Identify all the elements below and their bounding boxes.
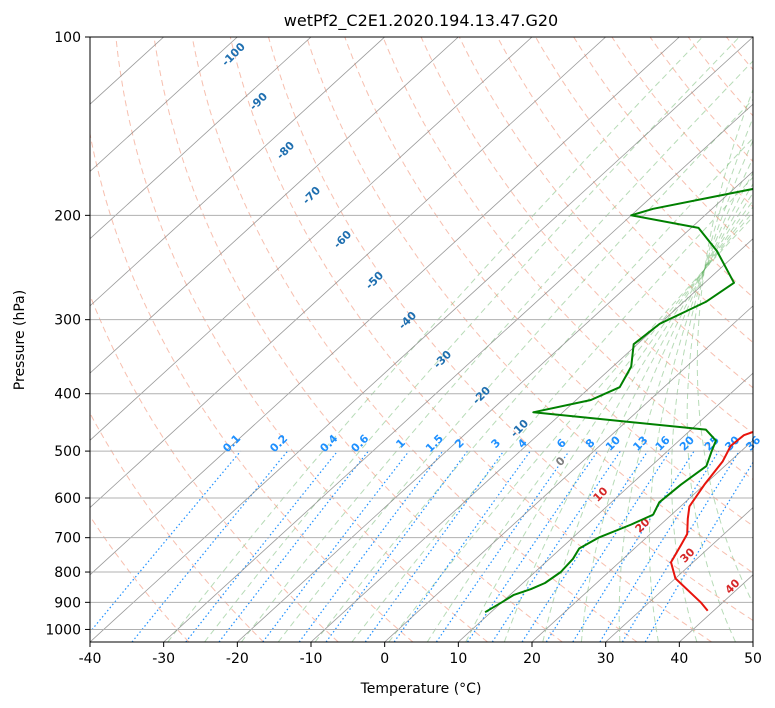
chart-title: wetPf2_C2E1.2020.194.13.47.G20 <box>284 11 558 31</box>
temperature-profile <box>670 430 753 612</box>
isotherm-line <box>90 37 680 576</box>
isotherm-line <box>384 305 753 642</box>
mixing-ratio-line <box>599 450 720 642</box>
mixing-ratio-line <box>393 450 531 642</box>
moist-adiabat <box>277 98 753 642</box>
dewpoint-profile <box>484 187 753 614</box>
x-tick-label: 30 <box>597 651 615 667</box>
isotherm-line <box>237 170 753 642</box>
y-tick-label: 800 <box>54 565 81 581</box>
isotherm-line <box>90 37 606 509</box>
mixing-ratio-lines <box>90 450 753 642</box>
moist-adiabat <box>465 206 753 642</box>
dry-adiabat <box>649 37 753 163</box>
mixing-ratio-line <box>364 450 505 642</box>
x-tick-label: -20 <box>226 651 249 667</box>
dry-adiabat <box>191 37 638 642</box>
isotherm-line <box>605 507 753 642</box>
mixing-ratio-line <box>131 450 289 642</box>
dry-adiabat <box>306 37 753 574</box>
x-tick-label: -30 <box>152 651 175 667</box>
mixing-ratio-line <box>572 450 695 642</box>
moist-adiabat <box>241 60 753 642</box>
mixing-ratio-line <box>262 450 410 642</box>
moist-adiabat <box>314 137 753 642</box>
dry-adiabat <box>90 293 339 642</box>
dry-adiabat <box>90 412 264 642</box>
mixing-ratio-line <box>644 461 753 642</box>
mixing-ratio-line <box>467 450 599 642</box>
y-tick-label: 900 <box>54 595 81 611</box>
mixing-ratio-line <box>545 450 671 642</box>
y-tick-label: 100 <box>54 30 81 46</box>
isotherm-line <box>90 37 753 642</box>
moist-adiabat <box>503 199 753 642</box>
y-tick-label: 300 <box>54 313 81 329</box>
y-tick-label: 400 <box>54 387 81 403</box>
mixing-ratio-line <box>621 450 740 642</box>
moist-adiabat <box>580 182 753 642</box>
isotherm-line <box>458 372 753 642</box>
isotherm-grid <box>90 37 753 642</box>
pressure-grid <box>90 37 753 630</box>
moist-adiabat <box>542 192 753 642</box>
dry-adiabat <box>458 37 753 389</box>
dry-adiabat <box>115 37 488 642</box>
moist-adiabat <box>696 88 753 605</box>
isotherm-line <box>531 439 753 642</box>
moist-adiabat <box>618 171 753 642</box>
y-tick-label: 500 <box>54 444 81 460</box>
isotherm-line <box>90 37 312 240</box>
dry-adiabat <box>420 37 753 434</box>
dry-adiabat <box>382 37 753 481</box>
dry-adiabat <box>90 131 414 642</box>
x-tick-label: 0 <box>380 651 389 667</box>
dry-adiabat <box>573 37 753 253</box>
moist-adiabat <box>351 176 753 642</box>
isotherm-line <box>90 37 459 374</box>
x-tick-label: -40 <box>79 651 102 667</box>
dry-adiabat <box>153 37 563 642</box>
moist-adiabat <box>167 37 703 642</box>
y-axis: 100 200 300 400 500 600 700 800 900 1000 <box>45 30 90 638</box>
y-tick-label: 700 <box>54 531 81 547</box>
moist-adiabat <box>670 139 753 642</box>
isotherm-line <box>90 37 238 172</box>
mixing-ratio-line <box>185 450 339 642</box>
x-axis: -40 -30 -20 -10 0 10 20 30 40 50 <box>79 642 762 667</box>
x-tick-label: -10 <box>300 651 323 667</box>
x-tick-label: 40 <box>670 651 688 667</box>
isotherm-line <box>163 103 753 642</box>
moist-adiabats <box>167 37 753 642</box>
isotherm-line <box>90 37 385 307</box>
x-tick-label: 10 <box>449 651 467 667</box>
x-axis-title: Temperature (°C) <box>360 681 482 697</box>
isotherm-line <box>90 37 533 441</box>
moist-adiabat <box>426 211 753 642</box>
moist-adiabat <box>204 37 740 642</box>
x-tick-label: 20 <box>523 651 541 667</box>
profiles <box>484 187 753 614</box>
dry-adiabats <box>90 37 753 642</box>
y-tick-label: 200 <box>54 208 81 224</box>
y-tick-label: 600 <box>54 491 81 507</box>
dry-adiabat <box>229 37 712 642</box>
plot-frame <box>89 36 754 643</box>
dry-adiabat <box>496 37 753 344</box>
moist-adiabat <box>648 157 753 642</box>
dry-adiabat <box>268 37 753 622</box>
mixing-ratio-line <box>90 450 242 634</box>
mixing-ratio-line <box>218 450 369 642</box>
dry-adiabat <box>344 37 753 527</box>
y-tick-label: 1000 <box>45 622 81 638</box>
x-tick-label: 50 <box>744 651 762 667</box>
isotherm-line <box>310 238 753 642</box>
y-axis-title: Pressure (hPa) <box>12 290 28 390</box>
